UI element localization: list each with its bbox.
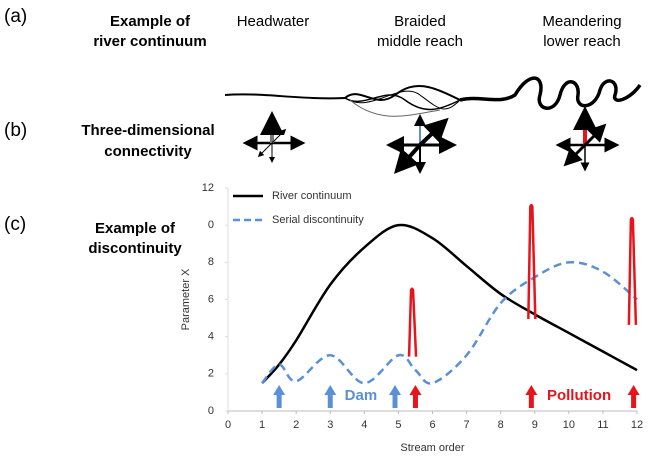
x-tick-label: 0 <box>225 419 231 431</box>
panel-label: (a) <box>4 6 27 27</box>
annotation-arrow <box>525 385 537 408</box>
x-tick-label: 8 <box>498 419 504 431</box>
annotation-arrow <box>324 385 336 408</box>
annotation-arrow <box>628 385 640 408</box>
panel-title: discontinuity <box>88 240 182 257</box>
reach-label: Meandering <box>542 13 621 30</box>
x-tick-label: 4 <box>361 419 367 431</box>
panel-title: Three-dimensional <box>81 122 214 139</box>
x-tick-label: 9 <box>532 419 538 431</box>
annotation-arrow <box>389 385 401 408</box>
x-axis-label: Stream order <box>400 442 465 454</box>
panel-title: river continuum <box>93 33 206 50</box>
annotation-label: Pollution <box>547 387 611 404</box>
annotation-arrow <box>273 385 285 408</box>
y-tick-label: 12 <box>202 182 214 194</box>
x-tick-label: 2 <box>293 419 299 431</box>
y-tick-label: 4 <box>208 331 214 343</box>
reach-label: Braided <box>394 13 446 30</box>
x-tick-label: 6 <box>429 419 435 431</box>
reach-label: middle reach <box>377 33 463 50</box>
x-tick-label: 11 <box>597 419 608 431</box>
y-tick-label: 2 <box>208 368 214 380</box>
pollution-spike <box>528 205 535 319</box>
x-tick-label: 3 <box>327 419 333 431</box>
panel-title: Example of <box>110 13 191 30</box>
series-line <box>262 225 637 383</box>
reach-label: lower reach <box>543 33 621 50</box>
x-tick-label: 7 <box>464 419 470 431</box>
panel-label: (b) <box>4 120 27 141</box>
river-drawing <box>225 78 640 116</box>
x-tick-label: 1 <box>259 419 265 431</box>
connectivity-arrows <box>250 118 612 168</box>
x-tick-label: 10 <box>563 419 575 431</box>
y-tick-label: 0 <box>208 219 214 231</box>
panel-label: (c) <box>4 214 26 235</box>
y-tick-label: 8 <box>208 256 214 268</box>
legend-label: River continuum <box>272 190 351 202</box>
pollution-spike <box>409 289 416 357</box>
panel-title: connectivity <box>104 143 192 160</box>
reach-label: Headwater <box>237 13 310 30</box>
annotation-arrow <box>409 385 421 408</box>
y-tick-label: 0 <box>208 405 214 417</box>
y-tick-label: 6 <box>208 293 214 305</box>
legend-label: Serial discontinuity <box>272 214 364 226</box>
annotation-label: Dam <box>345 387 378 404</box>
panel-title: Example of <box>95 220 176 237</box>
x-tick-label: 5 <box>395 419 401 431</box>
pollution-spike <box>629 218 636 325</box>
x-tick-label: 12 <box>631 419 643 431</box>
figure: (a) Example of river continuum Headwater… <box>0 0 659 459</box>
y-axis-label: Parameter X <box>180 268 192 330</box>
series-line <box>262 262 637 383</box>
